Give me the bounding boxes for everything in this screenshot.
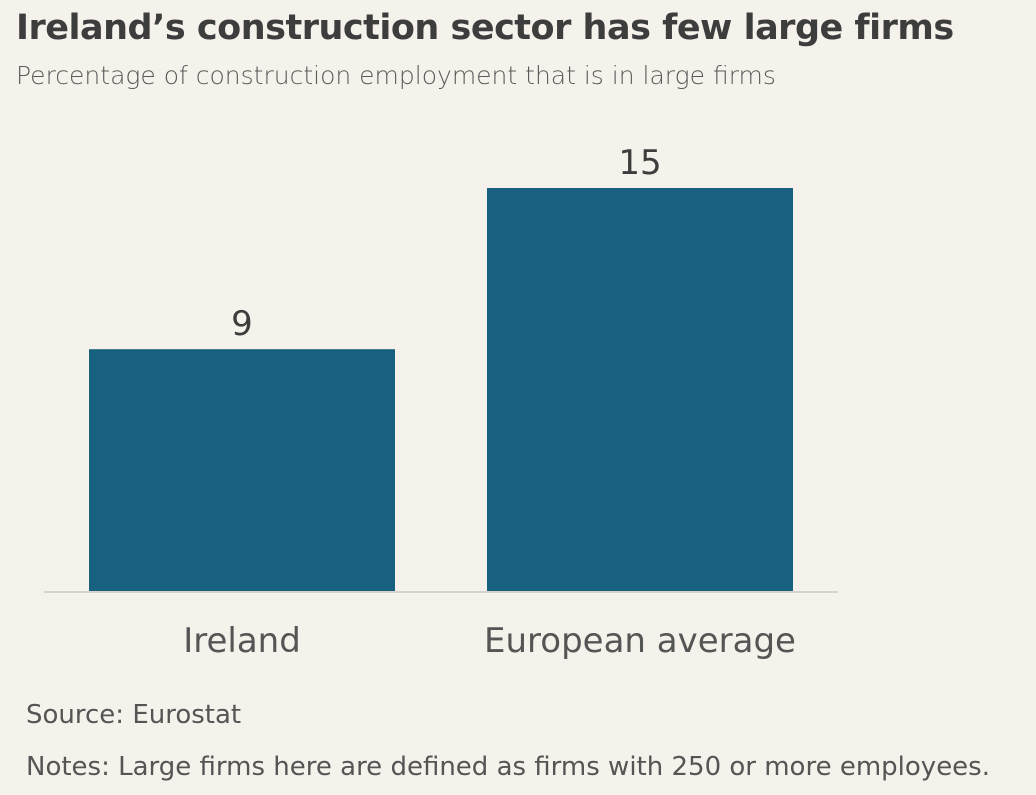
chart-subtitle: Percentage of construction employment th… [16,61,776,90]
data-label-european-average: 15 [618,143,661,183]
x-tick-label-european-average: European average [484,621,796,661]
notes-text: Notes: Large firms here are defined as f… [26,752,990,782]
bar-ireland [89,349,395,591]
bar-european-average [487,188,793,591]
x-tick-label-ireland: Ireland [183,621,301,661]
data-label-ireland: 9 [231,304,253,344]
source-note: Source: Eurostat [26,700,242,730]
chart-title: Ireland’s construction sector has few la… [16,8,954,48]
